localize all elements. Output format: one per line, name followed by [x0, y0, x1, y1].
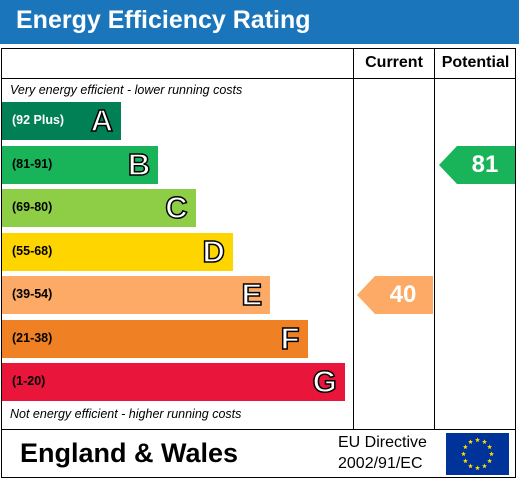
band-range-label: (92 Plus) [12, 113, 65, 127]
eu-star [482, 463, 487, 469]
band-letter: F [280, 320, 300, 357]
band-letter: G [312, 363, 338, 400]
top-note: Very energy efficient - lower running co… [10, 83, 243, 97]
band-letter: C [164, 189, 188, 226]
band-a: (92 Plus) A [2, 102, 121, 140]
directive-line-1: EU Directive [338, 434, 427, 451]
band-range-label: (81-91) [12, 156, 53, 171]
directive-line-2: 2002/91/EC [338, 455, 423, 472]
footer-divider [1, 429, 516, 430]
rating-frame [1, 48, 516, 478]
region-label: England & Wales [20, 438, 239, 468]
title-bar: Energy Efficiency Rating [0, 0, 519, 44]
band-c: (69-80) C [2, 189, 196, 227]
band-g: (1-20) G [2, 363, 345, 401]
band-e: (39-54) E [2, 276, 271, 314]
band-f: (21-38) F [2, 319, 308, 358]
band-b: (81-91) B [2, 145, 159, 184]
eu-star [487, 458, 493, 464]
eu-star [475, 465, 480, 471]
rating-arrow-shape [439, 145, 515, 184]
band-range-label: (69-80) [12, 200, 53, 214]
eu-star [489, 451, 494, 457]
band-letter: D [202, 233, 226, 270]
band-range-label: (1-20) [12, 374, 46, 388]
eu-star [482, 439, 487, 444]
band-range-label: (39-54) [12, 287, 53, 301]
eu-star [462, 444, 468, 450]
band-letter: A [90, 102, 114, 139]
band-range-label: (55-68) [12, 243, 53, 258]
current-column-header: Current [365, 54, 423, 71]
band-range-label: (21-38) [12, 330, 53, 345]
eu-star [487, 444, 493, 450]
page-title: Energy Efficiency Rating [16, 6, 311, 34]
band-d: (55-68) D [2, 232, 233, 271]
eu-star [468, 439, 473, 444]
eu-star [475, 437, 480, 443]
eu-flag-icon [446, 433, 509, 475]
eu-star [468, 463, 473, 469]
rating-arrow-shape [357, 276, 433, 314]
band-letter: B [127, 146, 151, 183]
header-divider [1, 78, 516, 79]
eu-star [461, 451, 466, 457]
current-rating-value: 40 [389, 281, 417, 308]
potential-rating-value: 81 [471, 150, 499, 178]
current-rating-arrow: 40 [357, 276, 435, 314]
eu-star [462, 458, 468, 464]
band-letter: E [241, 276, 263, 313]
current-column-divider [353, 48, 354, 430]
potential-column-header: Potential [441, 54, 510, 71]
bottom-note: Not energy efficient - higher running co… [10, 407, 242, 421]
potential-column-divider [434, 48, 435, 430]
potential-rating-arrow: 81 [439, 145, 517, 184]
